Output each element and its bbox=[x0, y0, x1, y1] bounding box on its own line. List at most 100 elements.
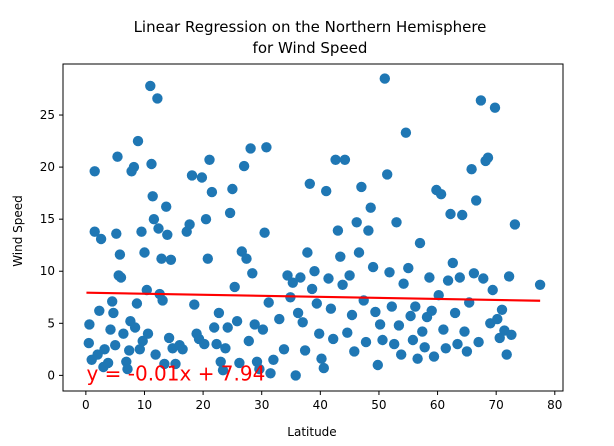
data-point bbox=[360, 336, 372, 348]
data-point bbox=[482, 152, 494, 163]
data-point bbox=[118, 328, 129, 339]
data-point bbox=[438, 324, 449, 335]
data-point bbox=[506, 329, 517, 340]
data-point bbox=[452, 338, 463, 350]
data-point bbox=[222, 322, 233, 333]
data-point bbox=[290, 370, 301, 381]
data-point bbox=[141, 284, 152, 296]
x-tick-label: 80 bbox=[547, 398, 562, 412]
data-point bbox=[405, 310, 416, 322]
data-point bbox=[417, 326, 428, 337]
data-point bbox=[353, 247, 365, 258]
data-point bbox=[309, 266, 320, 277]
data-point bbox=[162, 229, 173, 240]
data-point bbox=[105, 324, 116, 335]
data-point bbox=[534, 279, 546, 290]
data-point bbox=[400, 127, 412, 138]
regression-line bbox=[86, 291, 541, 302]
data-point bbox=[454, 272, 465, 283]
data-point bbox=[398, 278, 409, 289]
y-tick-label: 25 bbox=[40, 108, 55, 122]
data-point bbox=[363, 225, 374, 236]
data-point bbox=[152, 93, 163, 104]
data-point bbox=[351, 217, 362, 228]
data-point bbox=[89, 226, 100, 237]
data-point bbox=[136, 226, 147, 237]
data-point bbox=[95, 233, 107, 245]
data-point bbox=[229, 281, 240, 293]
data-point bbox=[384, 267, 395, 278]
x-axis-label: Latitude bbox=[287, 425, 336, 439]
data-point bbox=[332, 225, 344, 236]
data-point bbox=[501, 349, 512, 360]
data-point bbox=[131, 298, 143, 309]
data-point bbox=[489, 102, 501, 113]
data-point bbox=[478, 273, 489, 284]
data-point bbox=[107, 296, 118, 307]
x-tick-label: 60 bbox=[430, 398, 445, 412]
data-point bbox=[234, 357, 245, 369]
data-point bbox=[473, 336, 484, 348]
data-point bbox=[215, 356, 226, 367]
data-point bbox=[159, 358, 170, 370]
data-point bbox=[122, 363, 133, 375]
data-point bbox=[367, 261, 379, 273]
data-point bbox=[150, 349, 161, 360]
data-point bbox=[108, 307, 119, 319]
data-point bbox=[227, 183, 238, 195]
data-point bbox=[287, 277, 298, 288]
data-point bbox=[231, 316, 243, 327]
data-point bbox=[492, 313, 503, 325]
data-point bbox=[110, 340, 121, 351]
data-point bbox=[265, 368, 276, 379]
x-tick-label: 40 bbox=[313, 398, 328, 412]
data-point bbox=[129, 322, 141, 333]
x-tick-label: 70 bbox=[489, 398, 504, 412]
data-point bbox=[344, 270, 355, 281]
data-point bbox=[330, 154, 341, 165]
data-point bbox=[146, 158, 157, 170]
data-point bbox=[466, 164, 477, 175]
data-point bbox=[114, 249, 126, 260]
data-point bbox=[314, 328, 325, 339]
data-point bbox=[419, 342, 430, 353]
data-point bbox=[503, 271, 515, 282]
data-point bbox=[220, 343, 231, 354]
data-point bbox=[147, 191, 158, 202]
data-point bbox=[153, 223, 164, 234]
data-point bbox=[259, 227, 270, 238]
data-point bbox=[211, 338, 222, 350]
data-point bbox=[459, 326, 470, 337]
data-point bbox=[196, 172, 208, 183]
data-point bbox=[449, 307, 461, 319]
data-point bbox=[186, 170, 198, 181]
data-point bbox=[84, 319, 95, 330]
plot-area bbox=[62, 63, 564, 392]
data-point bbox=[356, 181, 367, 193]
data-point bbox=[295, 272, 306, 283]
data-point bbox=[170, 358, 181, 370]
y-tick-label: 5 bbox=[47, 316, 55, 330]
data-point bbox=[475, 95, 487, 106]
data-point bbox=[184, 219, 195, 230]
data-point bbox=[433, 290, 444, 301]
data-point bbox=[306, 283, 318, 295]
data-point bbox=[393, 320, 405, 331]
data-point bbox=[177, 344, 188, 355]
chart-title-line-1: Linear Regression on the Northern Hemisp… bbox=[134, 18, 487, 36]
x-tick-label: 20 bbox=[195, 398, 210, 412]
data-point bbox=[261, 142, 272, 153]
data-point bbox=[337, 279, 348, 290]
regression-line-group: y = -0.01x + 7.94 bbox=[86, 291, 541, 386]
data-point bbox=[316, 353, 327, 364]
data-point bbox=[224, 207, 236, 219]
data-point bbox=[410, 301, 421, 312]
data-points bbox=[83, 73, 546, 381]
data-point bbox=[389, 338, 400, 350]
data-point bbox=[335, 251, 346, 262]
data-point bbox=[302, 247, 313, 258]
data-point bbox=[468, 268, 480, 279]
data-point bbox=[241, 253, 252, 264]
data-point bbox=[325, 303, 337, 314]
x-tick-label: 10 bbox=[137, 398, 152, 412]
